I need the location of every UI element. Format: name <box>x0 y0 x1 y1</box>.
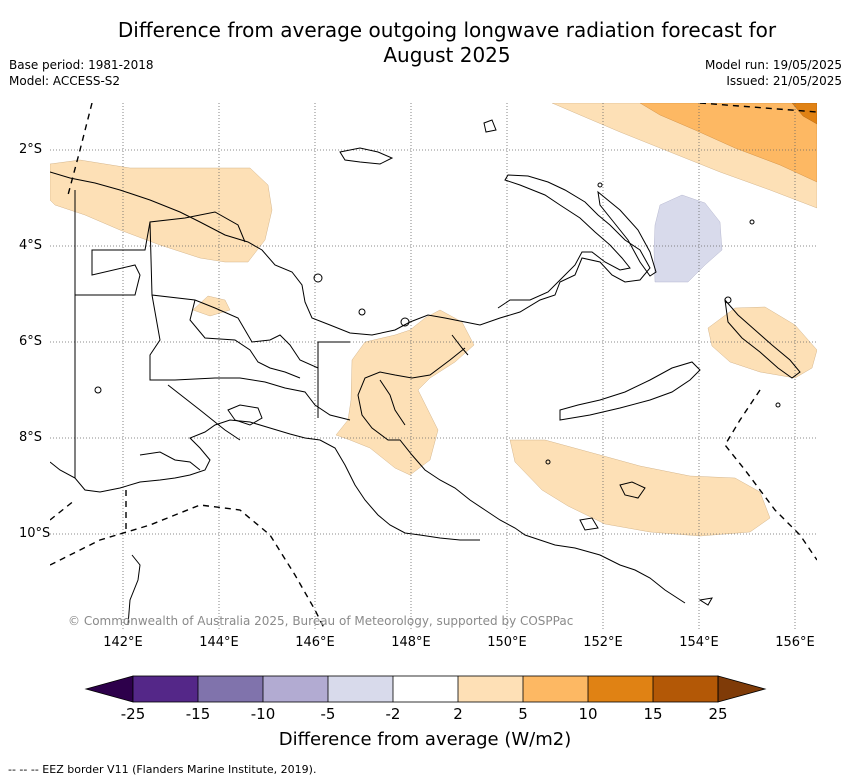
anomaly-central-highlands <box>335 309 475 476</box>
anomaly-northeast-corner <box>791 103 817 125</box>
meta-left: Base period: 1981-2018 Model: ACCESS-S2 <box>9 57 154 89</box>
colorbar-tick: -10 <box>250 705 276 723</box>
eez-footnote: -- -- -- EEZ border V11 (Flanders Marine… <box>8 763 317 776</box>
colorbar-tick: -2 <box>385 705 401 723</box>
colorbar-tick: -5 <box>320 705 336 723</box>
issued-date: Issued: 21/05/2025 <box>726 74 842 88</box>
title-line-1: Difference from average outgoing longwav… <box>117 18 777 42</box>
colorbar-label: Difference from average (W/m2) <box>278 729 572 750</box>
model-run: Model run: 19/05/2025 <box>704 58 842 72</box>
x-tick: 144°E <box>199 635 239 650</box>
colorbar-extend-high <box>717 675 767 703</box>
y-tick: 8°S <box>19 430 43 445</box>
x-tick: 146°E <box>295 635 335 650</box>
colorbar-tick: 15 <box>643 705 663 723</box>
colorbar-bin <box>133 676 198 702</box>
copyright-notice: © Commonwealth of Australia 2025, Bureau… <box>68 614 574 628</box>
colorbar-tick: 10 <box>578 705 598 723</box>
x-tick: 150°E <box>487 635 527 650</box>
anomaly-southeast-sea <box>509 439 771 537</box>
anomaly-bougainville <box>707 306 817 379</box>
x-tick: 156°E <box>775 635 815 650</box>
x-tick: 154°E <box>679 635 719 650</box>
y-tick: 10°S <box>19 526 51 541</box>
colorbar-tick: -15 <box>185 705 211 723</box>
anomaly-northwest-coast <box>50 159 273 263</box>
colorbar-bin <box>198 676 263 702</box>
eez-borders <box>50 103 817 630</box>
anomaly-new-ireland-negative <box>653 194 723 283</box>
map-canvas <box>50 103 817 630</box>
colorbar-tick: 2 <box>453 705 463 723</box>
colorbar-extend-low <box>84 675 134 703</box>
x-tick: 142°E <box>103 635 143 650</box>
colorbar-bin <box>328 676 393 702</box>
anomaly-northeast-band-core <box>639 103 817 183</box>
graticule <box>50 103 817 630</box>
x-tick: 148°E <box>391 635 431 650</box>
coastlines <box>50 119 801 626</box>
colorbar-bin <box>458 676 523 702</box>
colorbar-tick: 25 <box>708 705 728 723</box>
anomaly-central-patch <box>192 295 231 317</box>
chart-title: Difference from average outgoing longwav… <box>80 18 814 68</box>
x-tick: 152°E <box>583 635 623 650</box>
colorbar-bin <box>263 676 328 702</box>
title-line-2: August 2025 <box>383 43 511 67</box>
colorbar-tick: 5 <box>518 705 528 723</box>
model-name: Model: ACCESS-S2 <box>9 74 121 88</box>
y-tick: 6°S <box>19 334 43 349</box>
colorbar-bin <box>393 676 458 702</box>
borders <box>74 190 469 478</box>
y-tick: 4°S <box>19 238 43 253</box>
colorbar-bin <box>523 676 588 702</box>
y-tick: 2°S <box>19 142 43 157</box>
colorbar-tick: -25 <box>120 705 146 723</box>
base-period: Base period: 1981-2018 <box>9 58 154 72</box>
meta-right: Model run: 19/05/2025 Issued: 21/05/2025 <box>705 57 842 89</box>
colorbar-bin <box>588 676 653 702</box>
colorbar-bin <box>653 676 718 702</box>
